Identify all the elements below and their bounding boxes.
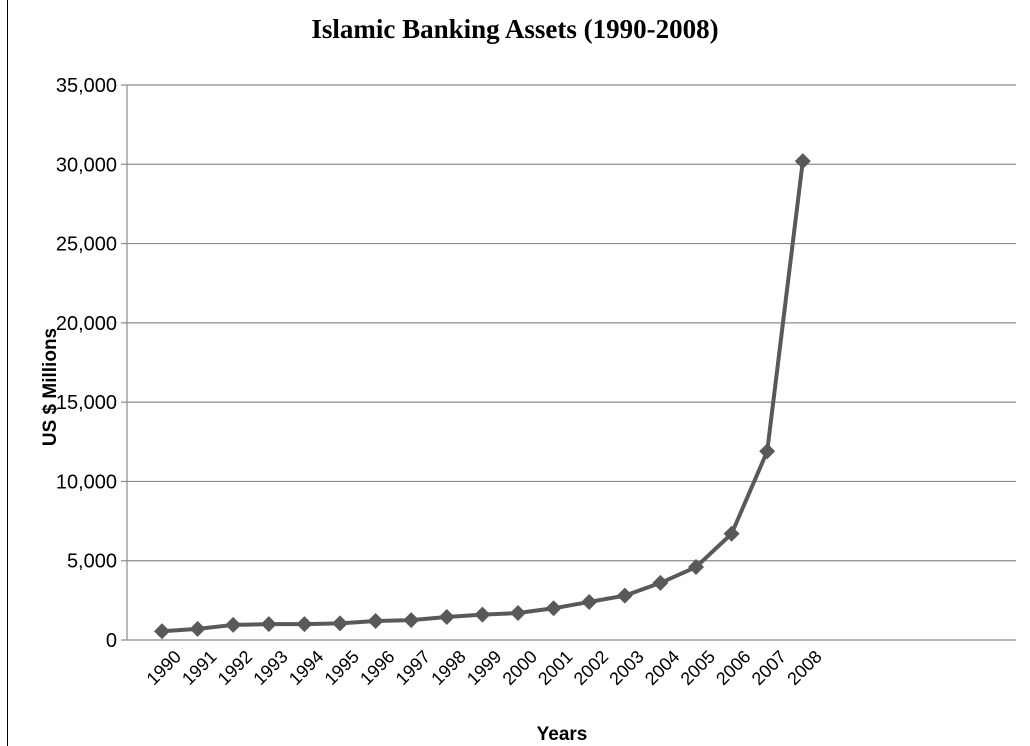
data-point-marker: [545, 600, 562, 617]
chart-frame: [7, 0, 1030, 746]
x-tick-label: 2003: [605, 647, 647, 689]
data-point-marker: [723, 525, 740, 542]
x-tick-label: 2005: [677, 647, 719, 689]
data-point-marker: [260, 616, 277, 633]
x-tick-label: 2002: [570, 647, 612, 689]
x-tick-label: 2000: [499, 647, 541, 689]
data-point-marker: [154, 623, 170, 640]
x-tick-label: 2004: [641, 647, 683, 689]
x-tick-label: 1996: [356, 647, 398, 689]
axes: [121, 84, 1016, 641]
y-tick-label: 25,000: [56, 234, 117, 256]
data-point-marker: [474, 606, 491, 623]
data-point-marker: [794, 153, 811, 170]
data-point-marker: [332, 615, 348, 632]
y-tick-label: 0: [106, 630, 117, 652]
y-tick-label: 5,000: [67, 551, 117, 573]
data-point-marker: [367, 612, 384, 629]
data-point-marker: [225, 616, 242, 633]
y-tick-label: 10,000: [56, 471, 117, 493]
series: [154, 153, 811, 640]
y-tick-label: 20,000: [56, 313, 117, 335]
data-point-marker: [510, 605, 526, 622]
data-point-marker: [296, 616, 313, 633]
x-tick-label: 2008: [783, 647, 825, 689]
y-tick-label: 35,000: [56, 75, 117, 97]
data-point-marker: [403, 612, 420, 629]
x-tick-label: 2001: [534, 647, 576, 689]
x-tick-label: 1991: [178, 647, 220, 689]
x-tick-label: 1999: [463, 647, 505, 689]
x-tick-label: 1994: [285, 647, 327, 689]
data-point-marker: [652, 574, 669, 591]
x-tick-label: 2007: [748, 647, 790, 689]
y-axis-title: US $ Millions: [40, 328, 61, 446]
x-tick-label: 1998: [427, 647, 469, 689]
x-tick-label: 1990: [143, 647, 185, 689]
data-point-marker: [438, 609, 455, 626]
data-point-marker: [616, 587, 633, 604]
data-point-marker: [189, 620, 206, 637]
x-tick-label: 1995: [321, 647, 363, 689]
x-tick-label: 2006: [712, 647, 754, 689]
data-point-marker: [759, 443, 776, 460]
y-tick-label: 15,000: [56, 392, 117, 414]
data-point-marker: [688, 559, 704, 576]
x-tick-label: 1993: [249, 647, 291, 689]
y-tick-label: 30,000: [56, 154, 117, 176]
chart-title: Islamic Banking Assets (1990-2008): [311, 14, 719, 44]
x-tick-label: 1997: [392, 647, 434, 689]
x-axis-title: Years: [537, 724, 588, 745]
gridlines: [127, 84, 1016, 562]
tick-labels: 0 5,000 10,000 15,000 20,000 25,000 30,000 35,0…: [56, 75, 826, 689]
data-point-marker: [581, 593, 598, 610]
x-tick-label: 1992: [214, 647, 256, 689]
